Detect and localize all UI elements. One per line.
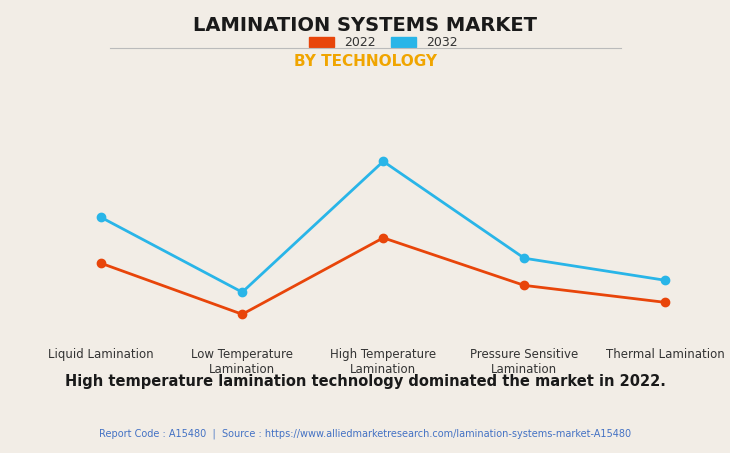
Text: LAMINATION SYSTEMS MARKET: LAMINATION SYSTEMS MARKET	[193, 16, 537, 35]
Legend: 2022, 2032: 2022, 2032	[309, 36, 458, 49]
Text: BY TECHNOLOGY: BY TECHNOLOGY	[293, 54, 437, 69]
Text: Report Code : A15480  |  Source : https://www.alliedmarketresearch.com/laminatio: Report Code : A15480 | Source : https://…	[99, 428, 631, 439]
Text: High temperature lamination technology dominated the market in 2022.: High temperature lamination technology d…	[64, 374, 666, 389]
